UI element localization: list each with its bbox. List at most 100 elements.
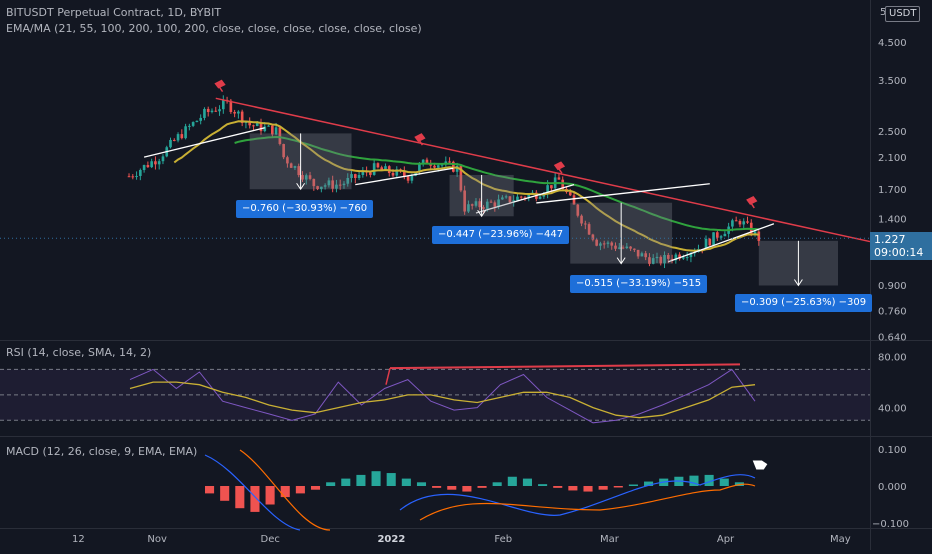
candle-body bbox=[716, 232, 719, 238]
macd-histogram-bar bbox=[719, 478, 729, 486]
candle-body bbox=[516, 196, 519, 201]
hammer-icon bbox=[746, 195, 758, 209]
measure-label[interactable]: −0.309 (−25.63%) −309 bbox=[735, 294, 873, 312]
candle-body bbox=[252, 125, 255, 127]
candle-body bbox=[206, 108, 210, 112]
macd-histogram-bar bbox=[689, 475, 699, 486]
candle-body bbox=[282, 144, 285, 158]
candle-body bbox=[580, 215, 583, 224]
candle-body bbox=[218, 109, 221, 112]
macd-histogram-bar bbox=[507, 476, 517, 486]
candle-body bbox=[380, 167, 384, 170]
candle-body bbox=[651, 258, 655, 264]
candle-body bbox=[482, 207, 485, 209]
macd-histogram-bar bbox=[477, 486, 487, 488]
candle-body bbox=[161, 156, 165, 162]
macd-histogram-bar bbox=[205, 486, 215, 494]
candle-body bbox=[180, 134, 184, 139]
candle-body bbox=[742, 221, 746, 225]
candle-body bbox=[176, 134, 180, 141]
macd-histogram-bar bbox=[235, 486, 245, 509]
candle-body bbox=[361, 171, 365, 175]
ema-55-line bbox=[234, 135, 759, 232]
candle-body bbox=[478, 201, 482, 208]
candle-body bbox=[289, 163, 293, 168]
macd-histogram-bar bbox=[522, 478, 532, 486]
rsi-line bbox=[129, 368, 756, 424]
rsi-axis-tick: 80.00 bbox=[878, 353, 907, 364]
price-axis-tick: 0.640 bbox=[878, 332, 907, 343]
candle-body bbox=[267, 125, 270, 127]
measure-label[interactable]: −0.760 (−30.93%) −760 bbox=[236, 200, 374, 218]
candle-body bbox=[157, 161, 161, 165]
candle-body bbox=[538, 196, 542, 199]
price-axis-tick: 2.100 bbox=[878, 153, 907, 164]
macd-histogram-bar bbox=[598, 486, 608, 490]
candle-body bbox=[493, 202, 497, 207]
macd-histogram-bar bbox=[356, 474, 366, 486]
candle-body bbox=[369, 172, 372, 175]
rsi-divergence-line bbox=[385, 367, 391, 385]
candle-body bbox=[561, 179, 565, 189]
candle-body bbox=[576, 204, 580, 216]
candle-body bbox=[595, 239, 598, 246]
candle-body bbox=[467, 204, 470, 212]
candle-body bbox=[135, 175, 138, 177]
candle-body bbox=[704, 238, 708, 250]
candle-body bbox=[474, 201, 478, 206]
candle-body bbox=[139, 170, 142, 176]
macd-histogram-bar bbox=[628, 484, 638, 486]
currency-badge[interactable]: USDT bbox=[885, 6, 921, 22]
hammer-icon bbox=[214, 79, 226, 93]
macd-histogram-bar bbox=[220, 486, 230, 501]
descending-trendline bbox=[215, 97, 871, 243]
candle-body bbox=[146, 165, 150, 168]
candle-body bbox=[640, 253, 644, 257]
macd-histogram-bar bbox=[416, 482, 427, 486]
macd-histogram-bar bbox=[704, 474, 714, 486]
candle-body bbox=[433, 165, 436, 168]
macd-histogram-bar bbox=[583, 486, 593, 492]
candle-body bbox=[617, 247, 621, 249]
candle-body bbox=[629, 246, 632, 249]
candle-body bbox=[301, 175, 304, 180]
candle-body bbox=[659, 256, 663, 264]
candle-body bbox=[271, 125, 274, 135]
measure-label[interactable]: −0.515 (−33.19%) −515 bbox=[570, 275, 708, 293]
candle-body bbox=[293, 166, 297, 168]
candle-body bbox=[316, 186, 319, 190]
time-axis-tick: 2022 bbox=[377, 534, 405, 545]
support-trendline bbox=[668, 223, 775, 263]
panel-divider bbox=[0, 340, 932, 341]
candle-body bbox=[723, 233, 727, 237]
candle-body bbox=[248, 121, 252, 126]
candle-body bbox=[406, 176, 410, 181]
measure-arrowhead bbox=[793, 279, 803, 287]
price-axis-tick: 0.900 bbox=[878, 281, 907, 292]
candle-body bbox=[233, 111, 236, 114]
measure-label[interactable]: −0.447 (−23.96%) −447 bbox=[432, 226, 570, 244]
candle-body bbox=[357, 174, 361, 178]
candle-body bbox=[312, 178, 316, 187]
candle-body bbox=[376, 163, 380, 168]
candle-body bbox=[263, 126, 267, 132]
candle-body bbox=[188, 125, 191, 127]
candle-body bbox=[297, 166, 301, 176]
candle-body bbox=[633, 248, 636, 250]
candle-body bbox=[501, 197, 504, 200]
ma-indicator-title: EMA/MA (21, 55, 100, 200, 100, 200, clos… bbox=[6, 22, 422, 35]
candle-body bbox=[391, 173, 395, 176]
axis-divider bbox=[0, 528, 932, 529]
macd-line bbox=[204, 454, 756, 531]
candle-body bbox=[587, 224, 591, 235]
price-axis-tick: 3.500 bbox=[878, 76, 907, 87]
candle-body bbox=[610, 242, 614, 246]
candle-body bbox=[655, 256, 659, 259]
candle-body bbox=[602, 243, 606, 245]
macd-histogram-bar bbox=[568, 486, 578, 491]
price-axis-tick: 5 bbox=[880, 7, 886, 18]
candle-body bbox=[278, 127, 282, 145]
candle-body bbox=[621, 247, 625, 249]
candle-body bbox=[682, 257, 685, 259]
